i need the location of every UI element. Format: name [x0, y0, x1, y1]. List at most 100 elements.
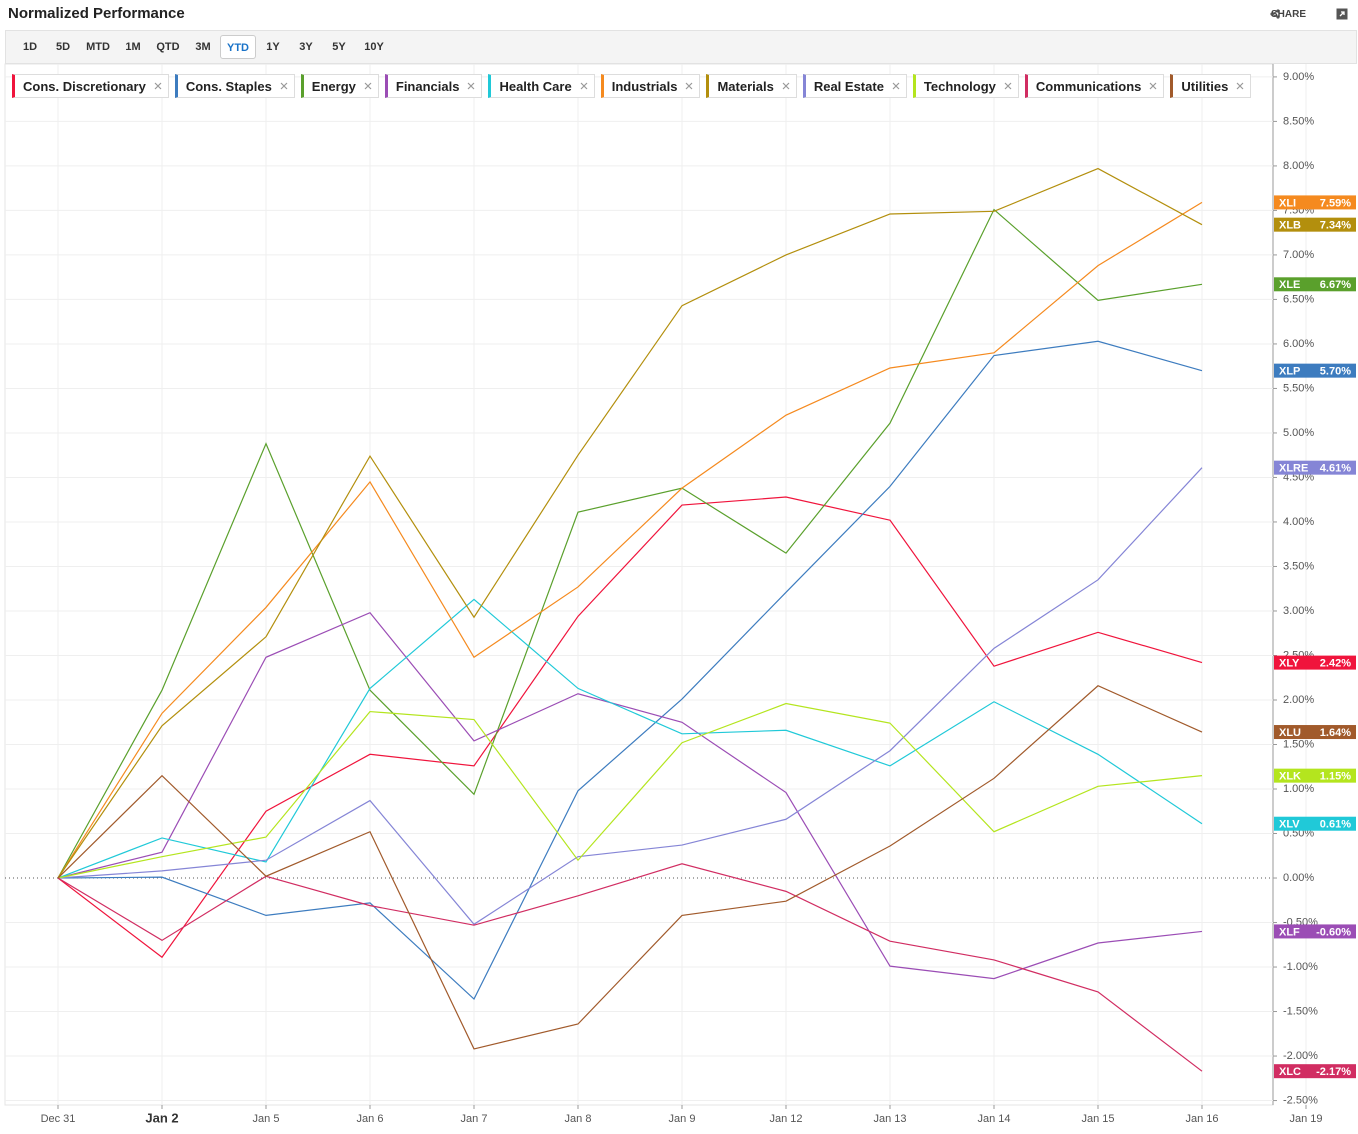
share-button[interactable]: SHARE: [1270, 9, 1306, 20]
legend-chip[interactable]: Utilities: [1170, 74, 1252, 98]
legend-chip[interactable]: Financials: [384, 74, 483, 98]
y-tick-label: 3.00%: [1283, 605, 1314, 617]
y-tick-label: 6.50%: [1283, 293, 1314, 305]
end-tag: [1274, 924, 1356, 939]
series-line: [57, 167, 1203, 879]
end-tag-value: 7.34%: [1320, 220, 1351, 232]
y-tick-label: 5.00%: [1283, 427, 1314, 439]
end-tag-value: 6.67%: [1320, 279, 1351, 291]
series-line: [57, 612, 1203, 980]
y-tick-label: 5.50%: [1283, 382, 1314, 394]
share-icon[interactable]: [1270, 9, 1280, 19]
legend-label: Materials: [717, 78, 774, 94]
legend-chip[interactable]: Energy: [300, 74, 379, 98]
range-button[interactable]: YTD: [220, 35, 256, 59]
legend-chip[interactable]: Cons. Discretionary: [12, 74, 169, 98]
x-tick-label: Jan 15: [1081, 1113, 1114, 1125]
end-tag-value: 0.61%: [1320, 819, 1351, 831]
end-tag-ticker: XLRE: [1279, 463, 1308, 475]
legend-chip[interactable]: Materials: [706, 74, 797, 98]
remove-icon[interactable]: [1236, 82, 1244, 90]
y-tick-label: 6.00%: [1283, 338, 1314, 350]
range-button[interactable]: QTD: [156, 41, 180, 53]
range-button[interactable]: 10Y: [364, 41, 384, 53]
legend-label: Health Care: [499, 78, 572, 94]
series-line: [57, 496, 1203, 959]
remove-icon[interactable]: [467, 82, 475, 90]
end-tag: [1274, 816, 1356, 831]
y-tick-label: -1.50%: [1283, 1005, 1318, 1017]
legend-label: Cons. Discretionary: [23, 78, 146, 94]
legend-label: Cons. Staples: [185, 78, 272, 94]
end-tag: [1274, 217, 1356, 232]
remove-icon[interactable]: [1149, 82, 1157, 90]
legend-chip[interactable]: Real Estate: [802, 74, 907, 98]
series-line: [57, 340, 1203, 1001]
y-tick-label: 1.50%: [1283, 738, 1314, 750]
legend-label: Technology: [923, 78, 996, 94]
legend-chip[interactable]: Communications: [1024, 74, 1165, 98]
range-button[interactable]: 3M: [195, 41, 211, 53]
y-tick-label: 1.00%: [1283, 783, 1314, 795]
legend-label: Industrials: [611, 78, 678, 94]
expand-icon[interactable]: [1336, 8, 1348, 20]
remove-icon[interactable]: [1004, 82, 1012, 90]
range-button[interactable]: 3Y: [299, 41, 313, 53]
range-button[interactable]: 1Y: [266, 41, 280, 53]
y-tick-label: 9.00%: [1283, 71, 1314, 83]
x-tick-label: Jan 5: [253, 1113, 280, 1125]
legend-chip[interactable]: Technology: [912, 74, 1019, 98]
x-tick-label: Jan 7: [461, 1113, 488, 1125]
title: Normalized Performance: [8, 5, 185, 22]
x-tick-label: Jan 6: [357, 1113, 384, 1125]
end-tag-value: 5.70%: [1320, 366, 1351, 378]
y-tick-label: 0.00%: [1283, 872, 1314, 884]
end-tag-value: 2.42%: [1320, 658, 1351, 670]
x-tick-label: Jan 9: [669, 1113, 696, 1125]
x-tick-label: Jan 16: [1185, 1113, 1218, 1125]
remove-icon[interactable]: [685, 82, 693, 90]
series-line: [57, 685, 1203, 1050]
series-line: [57, 702, 1203, 879]
range-bar: 1D 5D MTD 1M QTD 3M YTD 1Y 3Y 5Y 10Y: [5, 30, 1357, 64]
range-button[interactable]: 5Y: [332, 41, 346, 53]
x-tick-label: Jan 14: [977, 1113, 1010, 1125]
legend-label: Real Estate: [813, 78, 884, 94]
y-tick-label: 7.00%: [1283, 249, 1314, 261]
x-tick-label: Jan 2: [145, 1110, 178, 1125]
legend-label: Communications: [1035, 78, 1142, 94]
end-tag-value: 4.61%: [1320, 463, 1351, 475]
end-tag-ticker: XLP: [1279, 366, 1300, 378]
range-button[interactable]: 1M: [125, 41, 141, 53]
legend-chip[interactable]: Cons. Staples: [174, 74, 295, 98]
y-tick-label: -2.00%: [1283, 1050, 1318, 1062]
remove-icon[interactable]: [364, 82, 372, 90]
legend-chip[interactable]: Industrials: [600, 74, 701, 98]
end-tag: [1274, 460, 1356, 475]
end-tag-value: -2.17%: [1316, 1066, 1351, 1078]
legend-chip[interactable]: Health Care: [488, 74, 595, 98]
end-tag-ticker: XLU: [1279, 727, 1301, 739]
x-tick-label: Dec 31: [41, 1113, 76, 1125]
range-button[interactable]: 5D: [55, 41, 71, 53]
range-button[interactable]: 1D: [22, 41, 38, 53]
x-tick-label: Jan 12: [769, 1113, 802, 1125]
end-tag-ticker: XLC: [1279, 1066, 1301, 1078]
y-tick-label: 8.50%: [1283, 115, 1314, 127]
legend-label: Financials: [395, 78, 460, 94]
y-tick-label: -2.50%: [1283, 1094, 1318, 1106]
remove-icon[interactable]: [280, 82, 288, 90]
remove-icon[interactable]: [892, 82, 900, 90]
series-line: [57, 467, 1203, 926]
remove-icon[interactable]: [782, 82, 790, 90]
y-tick-label: -1.00%: [1283, 961, 1318, 973]
range-button[interactable]: MTD: [86, 41, 110, 53]
end-tag: [1274, 768, 1356, 783]
remove-icon[interactable]: [154, 82, 162, 90]
remove-icon[interactable]: [580, 82, 588, 90]
end-tag-ticker: XLY: [1279, 658, 1300, 670]
end-tag-ticker: XLI: [1279, 197, 1296, 209]
end-tag-ticker: XLE: [1279, 279, 1300, 291]
y-tick-label: 4.00%: [1283, 516, 1314, 528]
